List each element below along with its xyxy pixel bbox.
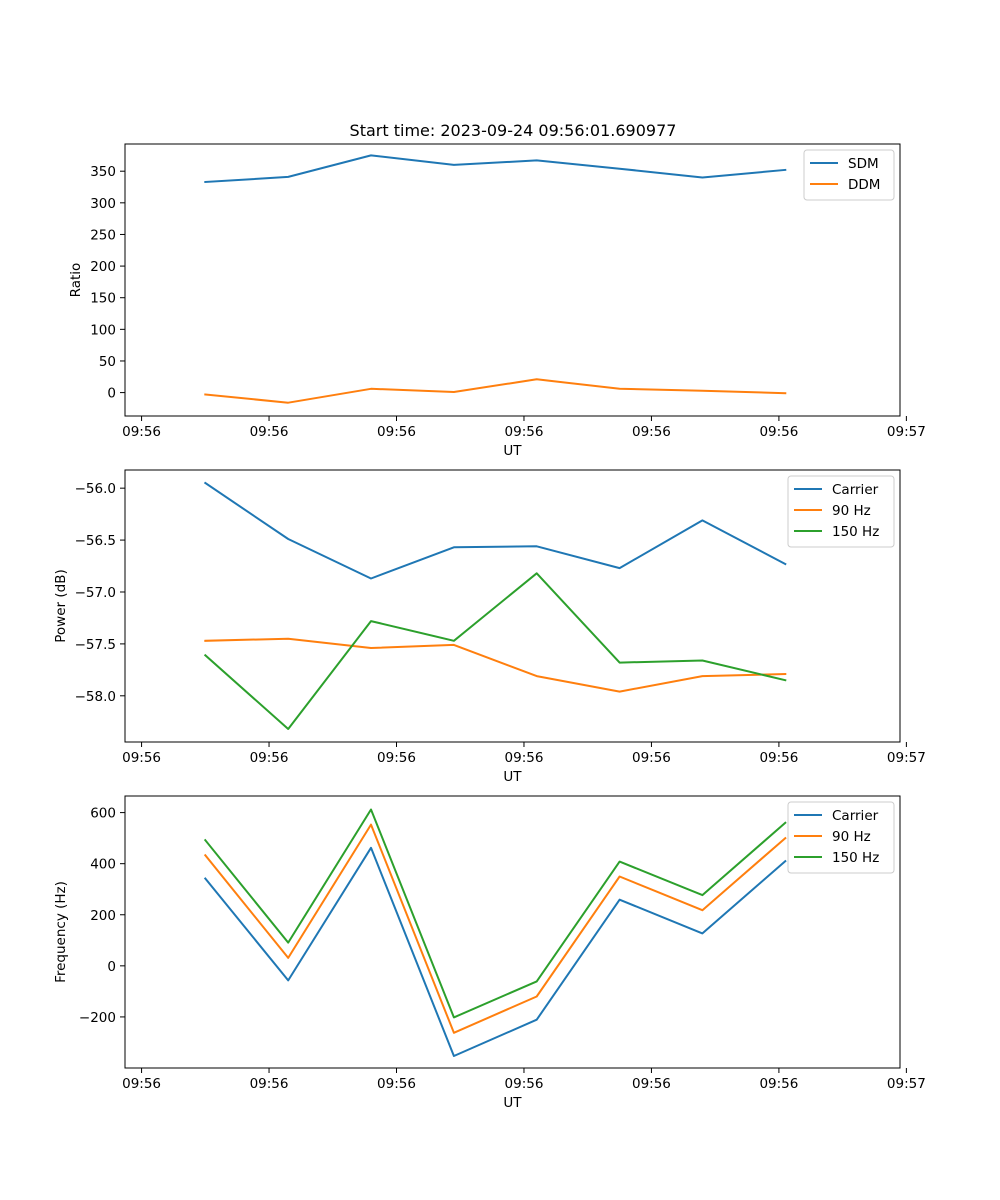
x-axis-label: UT [503, 769, 522, 785]
y-tick-label: 350 [90, 164, 116, 180]
y-tick-label: 0 [107, 959, 116, 975]
legend-label: 90 Hz [832, 829, 871, 845]
x-tick-label: 09:57 [887, 1076, 926, 1092]
legend-label: 150 Hz [832, 850, 879, 866]
axes-frame [124, 795, 901, 1069]
legend-label: Carrier [832, 808, 879, 824]
x-axis-label: UT [503, 1095, 522, 1111]
y-tick-label: −56.5 [75, 533, 116, 549]
x-tick-label: 09:56 [505, 1076, 544, 1092]
subplot-3: 09:56 09:56 09:56 09:56 09:56 09:56 09:57 −200 0… [53, 795, 926, 1111]
legend-label: SDM [848, 156, 879, 172]
y-tick-label: 250 [90, 227, 116, 243]
y-axis-label: Power (dB) [53, 569, 69, 642]
x-tick-label: 09:56 [505, 424, 544, 440]
series-line-sdm [204, 154, 787, 184]
y-tick-label: −200 [79, 1010, 116, 1026]
subplot-2: 09:56 09:56 09:56 09:56 09:56 09:56 09:57 −58.0… [53, 469, 926, 785]
y-tick-label: 400 [90, 857, 116, 873]
x-tick-label: 09:57 [887, 750, 926, 766]
legend-label: 90 Hz [832, 503, 871, 519]
x-tick-label: 09:56 [377, 424, 416, 440]
y-tick-label: 150 [90, 291, 116, 307]
legend: Carrier 90 Hz 150 Hz [787, 475, 895, 548]
series-line-150-hz [203, 572, 787, 730]
x-tick-label: 09:56 [377, 1076, 416, 1092]
series-line-carrier [203, 481, 787, 580]
y-axis-label: Ratio [68, 263, 84, 298]
legend-label: Carrier [832, 482, 879, 498]
series-line-150-hz [203, 808, 787, 1019]
y-tick-label: −58.0 [75, 689, 116, 705]
legend: SDM DDM [803, 149, 895, 201]
x-tick-label: 09:56 [759, 750, 798, 766]
x-tick-label: 09:56 [122, 424, 161, 440]
x-tick-label: 09:56 [505, 750, 544, 766]
x-tick-label: 09:56 [632, 1076, 671, 1092]
legend-label: 150 Hz [832, 524, 879, 540]
y-tick-label: 100 [90, 322, 116, 338]
subplot-1: 09:56 09:56 09:56 09:56 09:56 09:56 09:57 0 50 10… [68, 143, 926, 459]
x-tick-label: 09:56 [250, 424, 289, 440]
y-tick-label: 200 [90, 259, 116, 275]
series-line-90-hz [203, 823, 787, 1034]
series-line-carrier [203, 846, 787, 1057]
y-tick-label: 300 [90, 196, 116, 212]
y-tick-label: 50 [99, 354, 116, 370]
x-axis-label: UT [503, 443, 522, 459]
figure-title: Start time: 2023-09-24 09:56:01.690977 [350, 121, 677, 140]
x-tick-label: 09:57 [887, 424, 926, 440]
x-tick-label: 09:56 [122, 750, 161, 766]
legend-frame [787, 475, 895, 548]
y-tick-label: −57.0 [75, 585, 116, 601]
series-line-ddm [204, 378, 787, 404]
y-axis-label: Frequency (Hz) [53, 881, 69, 983]
plots-container: 09:56 09:56 09:56 09:56 09:56 09:56 09:57 0 50 10… [53, 143, 926, 1111]
y-tick-label: −57.5 [75, 637, 116, 653]
series-line-90-hz [204, 637, 787, 693]
axes-frame [124, 143, 901, 417]
legend-frame [787, 801, 895, 874]
y-tick-label: 200 [90, 908, 116, 924]
x-tick-label: 09:56 [759, 1076, 798, 1092]
legend: Carrier 90 Hz 150 Hz [787, 801, 895, 874]
x-tick-label: 09:56 [250, 1076, 289, 1092]
y-tick-label: 0 [107, 386, 116, 402]
x-tick-label: 09:56 [759, 424, 798, 440]
x-tick-label: 09:56 [377, 750, 416, 766]
x-tick-label: 09:56 [122, 1076, 161, 1092]
y-tick-label: 600 [90, 806, 116, 822]
x-tick-label: 09:56 [632, 424, 671, 440]
legend-label: DDM [848, 177, 880, 193]
x-tick-label: 09:56 [632, 750, 671, 766]
axes-frame [124, 469, 901, 743]
y-tick-label: −56.0 [75, 481, 116, 497]
x-tick-label: 09:56 [250, 750, 289, 766]
